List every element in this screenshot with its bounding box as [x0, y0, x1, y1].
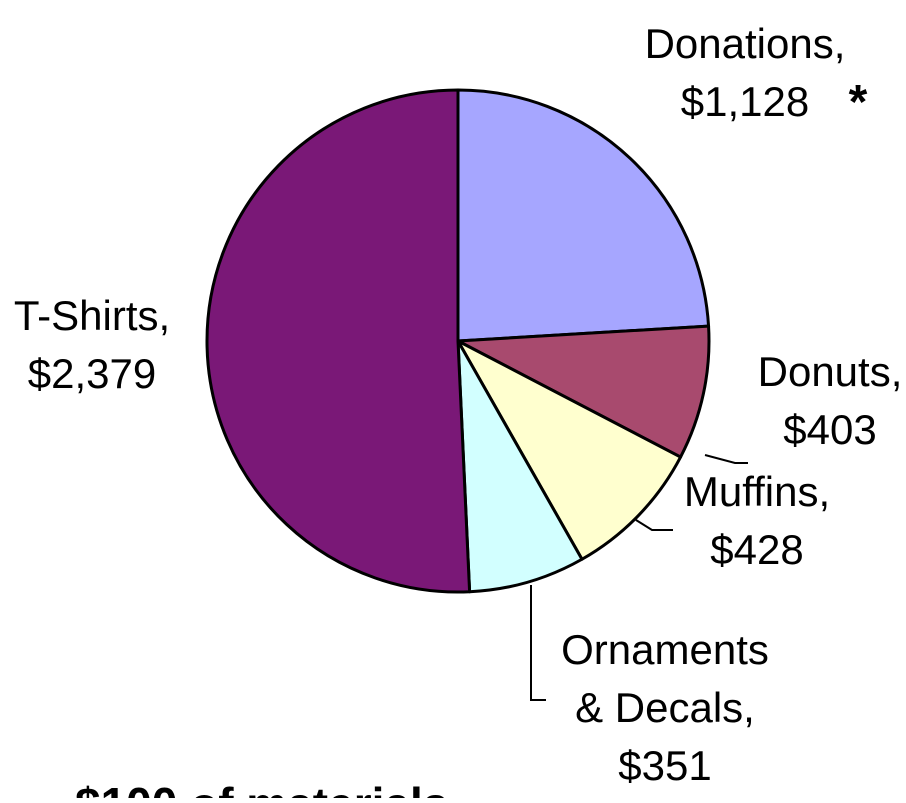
- slice-labels: Donations, $1,128 Donuts, $403 Muffins, $428 O…: [14, 20, 903, 789]
- slice-label-muffins-line-2: $428: [710, 526, 803, 573]
- leader-lines: [530, 454, 748, 701]
- pie-slice-t-shirts: [205, 88, 472, 594]
- slice-label-donuts-line-1: Donuts,: [758, 348, 903, 395]
- donations-annotation-asterisk: *: [849, 76, 868, 129]
- pie-slice-muffins: [456, 339, 683, 561]
- slice-label-ornaments-decals-line-3: $351: [618, 742, 711, 789]
- footnote-text: $100 of materials: [75, 778, 448, 798]
- leader-line-donuts: [704, 454, 748, 464]
- leader-line-ornaments-decals: [530, 585, 546, 701]
- slice-label-ornaments-decals-line-2: & Decals,: [575, 684, 755, 731]
- leader-line-muffins: [635, 519, 673, 531]
- pie-slices: [205, 88, 711, 594]
- pie-slice-donations: [456, 88, 711, 343]
- slice-label-donations-line-1: Donations,: [645, 20, 846, 67]
- slice-label-t-shirts-line-2: $2,379: [28, 350, 156, 397]
- pie-slice-ornaments-decals: [456, 339, 584, 594]
- slice-label-ornaments-decals-line-1: Ornaments: [561, 626, 769, 673]
- slice-label-donations-line-2: $1,128: [681, 78, 809, 125]
- slice-label-t-shirts-line-1: T-Shirts,: [14, 292, 170, 339]
- slice-label-muffins-line-1: Muffins,: [684, 468, 830, 515]
- pie-slice-donuts: [456, 324, 711, 459]
- slice-label-donuts-line-2: $403: [783, 406, 876, 453]
